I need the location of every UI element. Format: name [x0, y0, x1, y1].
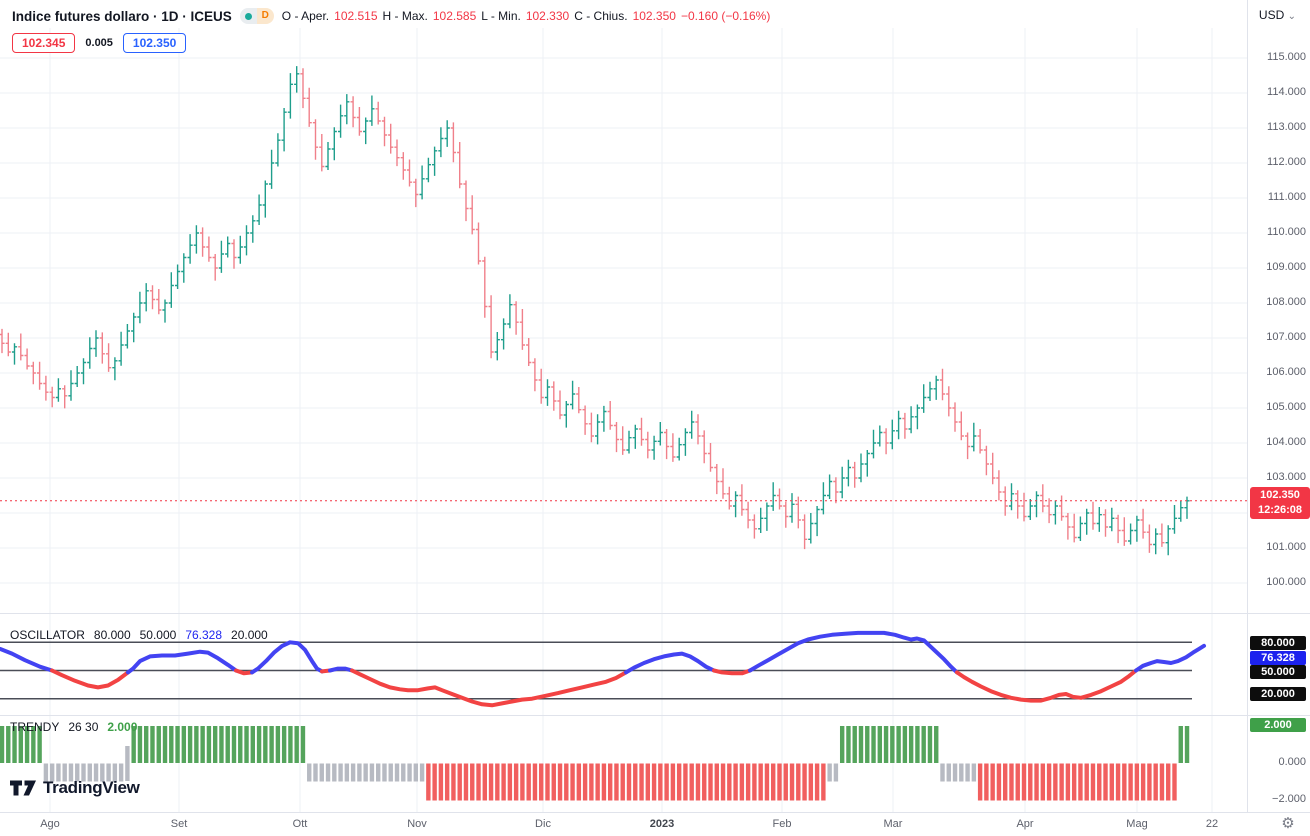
time-tick-label: Ott — [292, 818, 308, 830]
time-tick-label: 22 — [1205, 818, 1219, 830]
symbol-header: Indice futures dollaro · 1D · ICEUS D O … — [12, 6, 770, 26]
time-tick-label: Nov — [407, 818, 427, 830]
price-tick-label: 104.000 — [1266, 436, 1306, 448]
spread-value: 0.005 — [85, 37, 113, 49]
trendy-title: TRENDY — [10, 720, 60, 734]
last-price-value: 102.350 — [1260, 489, 1300, 501]
oscillator-level-3: 20.000 — [231, 628, 268, 642]
currency-label: USD — [1258, 8, 1285, 22]
change-value: −0.160 (−0.16%) — [680, 9, 771, 23]
time-tick-label: Apr — [1016, 818, 1034, 830]
tradingview-logo-text: TradingView — [43, 778, 140, 797]
price-tick-label: 106.000 — [1266, 366, 1306, 378]
price-tick-label: 115.000 — [1267, 51, 1306, 63]
trendy-params: 26 30 — [68, 720, 99, 734]
oscillator-title: OSCILLATOR — [10, 628, 85, 642]
bid-ask-row: 102.345 0.005 102.350 — [12, 32, 187, 54]
time-tick-label: Mar — [883, 818, 903, 830]
trendy-axis-label: 2.000 — [1250, 718, 1306, 732]
buy-button[interactable]: 102.350 — [122, 33, 187, 53]
currency-selector[interactable]: USD ⌄ — [1259, 8, 1296, 22]
bar-countdown: 12:26:08 — [1257, 504, 1303, 516]
price-tick-label: 109.000 — [1266, 261, 1306, 273]
price-tick-label: 103.000 — [1266, 471, 1306, 483]
price-tick-label: 110.000 — [1267, 226, 1306, 238]
oscillator-level-1: 80.000 — [93, 628, 131, 642]
time-tick-label: Mag — [1126, 818, 1148, 830]
trendy-axis-label: 0.000 — [1278, 756, 1306, 768]
oscillator-axis-label: 20.000 — [1250, 687, 1306, 701]
chart-canvas[interactable] — [0, 0, 1247, 812]
low-label: L - Min. — [481, 9, 521, 23]
open-label: O - Aper. — [281, 9, 330, 23]
pane-separator-trendy[interactable] — [0, 715, 1310, 716]
oscillator-level-2: 50.000 — [139, 628, 177, 642]
price-tick-label: 111.000 — [1267, 191, 1306, 203]
low-value: 102.330 — [525, 9, 570, 23]
price-tick-label: 112.000 — [1267, 156, 1306, 168]
price-tick-label: 114.000 — [1267, 86, 1306, 98]
high-value: 102.585 — [432, 9, 477, 23]
interval-badge: D — [256, 8, 274, 24]
ohlc-values: O - Aper. 102.515 H - Max. 102.585 L - M… — [282, 9, 771, 23]
chevron-down-icon: ⌄ — [1287, 11, 1296, 22]
oscillator-axis-label: 80.000 — [1250, 636, 1306, 650]
oscillator-header[interactable]: OSCILLATOR 80.000 50.000 76.328 20.000 — [10, 628, 268, 642]
trendy-current-value: 2.000 — [107, 720, 138, 734]
trendy-header[interactable]: TRENDY 26 30 2.000 — [10, 720, 137, 734]
market-open-icon — [239, 8, 257, 24]
oscillator-axis-label: 50.000 — [1250, 665, 1306, 679]
price-scale[interactable]: 115.000 114.000 113.000 112.000 111.000 110.0… — [1248, 0, 1310, 812]
time-axis-separator — [0, 812, 1310, 813]
time-tick-label: Set — [170, 818, 188, 830]
high-label: H - Max. — [382, 9, 428, 23]
market-status-badge[interactable]: D — [239, 8, 274, 24]
price-tick-label: 108.000 — [1266, 296, 1306, 308]
time-tick-label: Dic — [535, 818, 551, 830]
price-tick-label: 101.000 — [1266, 541, 1306, 553]
time-axis[interactable]: Ago Set Ott Nov Dic 2023 Feb Mar Apr Mag 22 — [0, 812, 1310, 836]
pane-separator-oscillator[interactable] — [0, 613, 1310, 614]
price-tick-label: 113.000 — [1267, 121, 1306, 133]
sell-button[interactable]: 102.345 — [12, 33, 76, 53]
tradingview-logo[interactable]: TradingView — [10, 778, 140, 798]
price-tick-label: 107.000 — [1266, 331, 1306, 343]
oscillator-axis-label: 76.328 — [1250, 651, 1306, 665]
gear-icon[interactable]: ⚙ — [1281, 815, 1295, 832]
trendy-axis-label: −2.000 — [1272, 793, 1306, 805]
time-tick-label: Ago — [40, 818, 60, 830]
open-value: 102.515 — [334, 9, 378, 23]
price-tick-label: 105.000 — [1266, 401, 1306, 413]
tradingview-mark-icon — [10, 780, 36, 796]
last-price-label: 102.350 12:26:08 — [1250, 487, 1310, 519]
price-scale-separator — [1247, 0, 1248, 812]
symbol-title[interactable]: Indice futures dollaro · 1D · ICEUS — [12, 8, 232, 24]
close-label: C - Chius. — [574, 9, 628, 23]
price-tick-label: 100.000 — [1266, 576, 1306, 588]
close-value: 102.350 — [632, 9, 676, 23]
time-tick-label: Feb — [772, 818, 792, 830]
oscillator-current-value: 76.328 — [185, 628, 223, 642]
time-tick-label: 2023 — [649, 818, 675, 830]
